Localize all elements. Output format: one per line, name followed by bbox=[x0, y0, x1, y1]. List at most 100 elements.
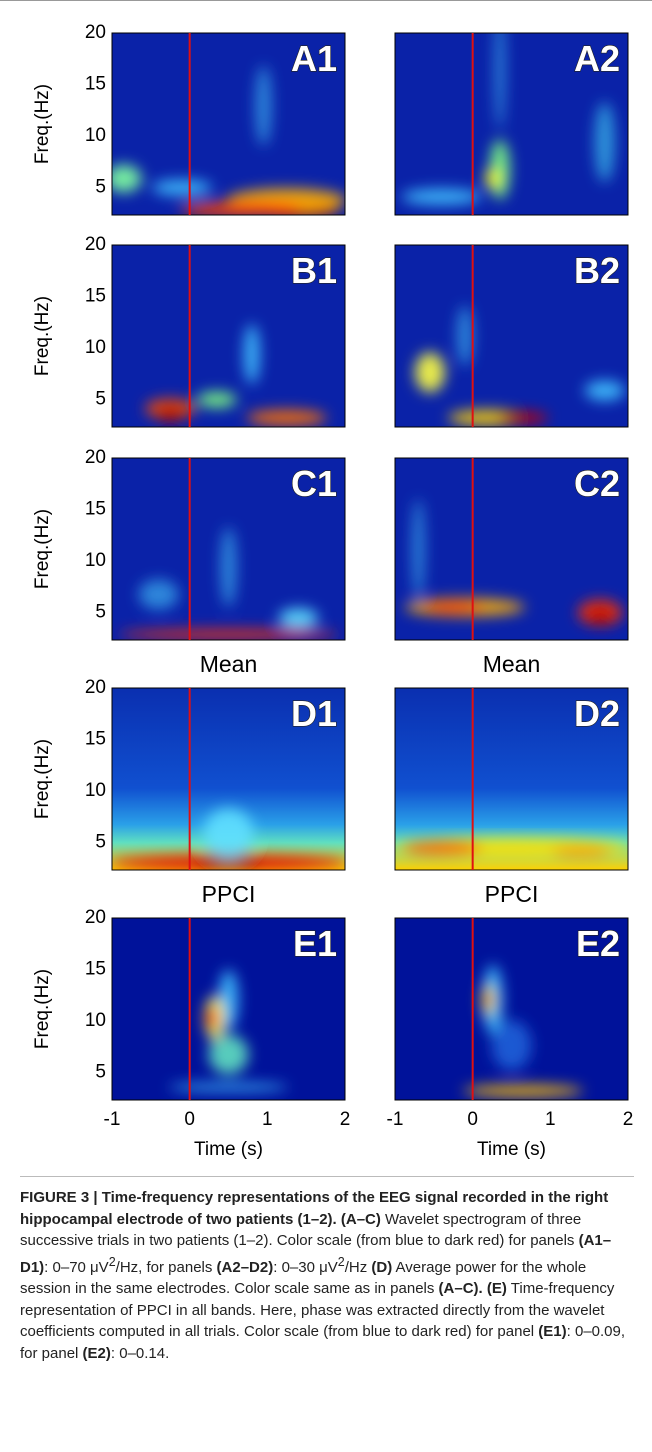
spectrogram-texture bbox=[112, 808, 345, 870]
panel-title: PPCI bbox=[485, 881, 539, 907]
x-tick-label: -1 bbox=[104, 1109, 121, 1130]
blur-group bbox=[404, 499, 623, 626]
caption-run: (D) bbox=[371, 1258, 393, 1276]
y-tick-label: 5 bbox=[95, 601, 106, 622]
y-axis-label: Freq.(Hz) bbox=[32, 509, 53, 589]
panel-label: C1 bbox=[291, 463, 337, 504]
power-blob bbox=[594, 102, 615, 183]
power-blob bbox=[456, 306, 473, 366]
y-tick-label: 15 bbox=[85, 285, 106, 306]
power-blob bbox=[412, 499, 425, 599]
panel-frame bbox=[394, 687, 629, 871]
caption-run: /Hz bbox=[344, 1258, 372, 1276]
power-blob bbox=[246, 409, 327, 426]
power-blob bbox=[255, 65, 272, 146]
caption-run: : 0–30 μV bbox=[273, 1258, 338, 1276]
panel: E2 PPCI -1 0 1 2 Time (s) bbox=[387, 881, 634, 1160]
x-tick-label: 1 bbox=[262, 1109, 273, 1130]
caption-run: : 0–70 μV bbox=[44, 1258, 109, 1276]
caption: FIGURE 3 | Time-frequency representation… bbox=[20, 1176, 634, 1364]
power-blob bbox=[208, 1034, 249, 1075]
caption-run: /Hz, for panels bbox=[115, 1258, 217, 1276]
panel-frame bbox=[111, 457, 346, 641]
caption-run: Wavelet spectrogram of three successive … bbox=[20, 1210, 582, 1250]
blur-group bbox=[401, 33, 615, 205]
power-blob bbox=[198, 850, 259, 870]
panel-title: PPCI bbox=[202, 881, 256, 907]
y-tick-label: 10 bbox=[85, 125, 106, 146]
power-blob bbox=[463, 1084, 584, 1097]
power-blob bbox=[278, 608, 319, 629]
caption-run: (E2) bbox=[82, 1344, 111, 1362]
x-tick-label: -1 bbox=[387, 1109, 404, 1130]
panel: A2 bbox=[394, 32, 629, 216]
panel-frame bbox=[394, 457, 629, 641]
power-blob bbox=[138, 579, 179, 610]
power-blob bbox=[168, 1083, 289, 1092]
x-tick-label: 2 bbox=[623, 1109, 634, 1130]
x-tick-label: 2 bbox=[340, 1109, 351, 1130]
x-tick-label: 0 bbox=[184, 1109, 195, 1130]
spectrogram-texture bbox=[118, 527, 339, 640]
spectrogram-texture bbox=[401, 33, 615, 205]
panel-frame bbox=[394, 917, 629, 1101]
y-tick-label: 5 bbox=[95, 1061, 106, 1082]
spectrogram-texture bbox=[414, 306, 625, 426]
y-axis-label: Freq.(Hz) bbox=[32, 739, 53, 819]
caption-run: Average power for the whole session in t… bbox=[20, 1258, 587, 1298]
y-tick-label: 20 bbox=[85, 234, 106, 255]
spectrogram-texture bbox=[168, 969, 289, 1092]
power-blob bbox=[551, 845, 612, 858]
panel: B2 bbox=[394, 244, 629, 428]
power-blob bbox=[243, 324, 260, 385]
panel-frame bbox=[394, 32, 629, 216]
panel-label: B2 bbox=[574, 250, 620, 291]
y-tick-label: 5 bbox=[95, 388, 106, 409]
panel-label: E1 bbox=[293, 923, 337, 964]
x-tick-label: 0 bbox=[467, 1109, 478, 1130]
power-blob bbox=[484, 168, 501, 189]
blur-group bbox=[463, 964, 584, 1097]
power-blob bbox=[118, 629, 339, 640]
x-tick-label: 1 bbox=[545, 1109, 556, 1130]
y-tick-label: 20 bbox=[85, 22, 106, 43]
blur-group bbox=[395, 838, 628, 859]
spectrogram-texture bbox=[463, 964, 584, 1097]
panel-frame bbox=[111, 244, 346, 428]
power-blob bbox=[220, 527, 237, 608]
caption-run: 2 bbox=[108, 1254, 116, 1269]
y-tick-label: 5 bbox=[95, 176, 106, 197]
y-axis-label: Freq.(Hz) bbox=[32, 84, 53, 164]
caption-run: (A1–D1) bbox=[20, 1232, 612, 1276]
y-tick-label: 10 bbox=[85, 337, 106, 358]
y-tick-label: 15 bbox=[85, 498, 106, 519]
caption-run: FIGURE 3 | Time-frequency representation… bbox=[20, 1189, 609, 1228]
panel-label: A2 bbox=[574, 38, 620, 79]
caption-run: : 0–0.14. bbox=[110, 1344, 170, 1362]
power-blob bbox=[423, 601, 484, 614]
power-blob bbox=[203, 808, 254, 859]
power-blob bbox=[206, 1006, 219, 1031]
power-blob bbox=[180, 201, 301, 215]
y-tick-label: 10 bbox=[85, 1010, 106, 1031]
spectrogram-texture bbox=[112, 65, 345, 215]
blur-group bbox=[112, 808, 345, 870]
power-blob bbox=[151, 179, 212, 196]
power-blob bbox=[498, 411, 549, 424]
panel-label: A1 bbox=[291, 38, 337, 79]
power-blob bbox=[414, 352, 445, 393]
caption-run: (A2–D2) bbox=[216, 1258, 274, 1276]
caption-run: (A–C). (E) bbox=[438, 1280, 507, 1297]
panel: D2 Mean bbox=[394, 651, 629, 871]
y-axis-label: Freq.(Hz) bbox=[32, 969, 53, 1049]
panel-label: D1 bbox=[291, 693, 337, 734]
x-axis-label: Time (s) bbox=[477, 1139, 546, 1160]
blur-group bbox=[414, 306, 625, 426]
y-tick-label: 10 bbox=[85, 550, 106, 571]
spectrogram-texture bbox=[395, 838, 628, 859]
x-axis-label: Time (s) bbox=[194, 1139, 263, 1160]
blur-group bbox=[118, 527, 339, 640]
panel-frame bbox=[111, 32, 346, 216]
caption-run: 2 bbox=[337, 1254, 345, 1269]
